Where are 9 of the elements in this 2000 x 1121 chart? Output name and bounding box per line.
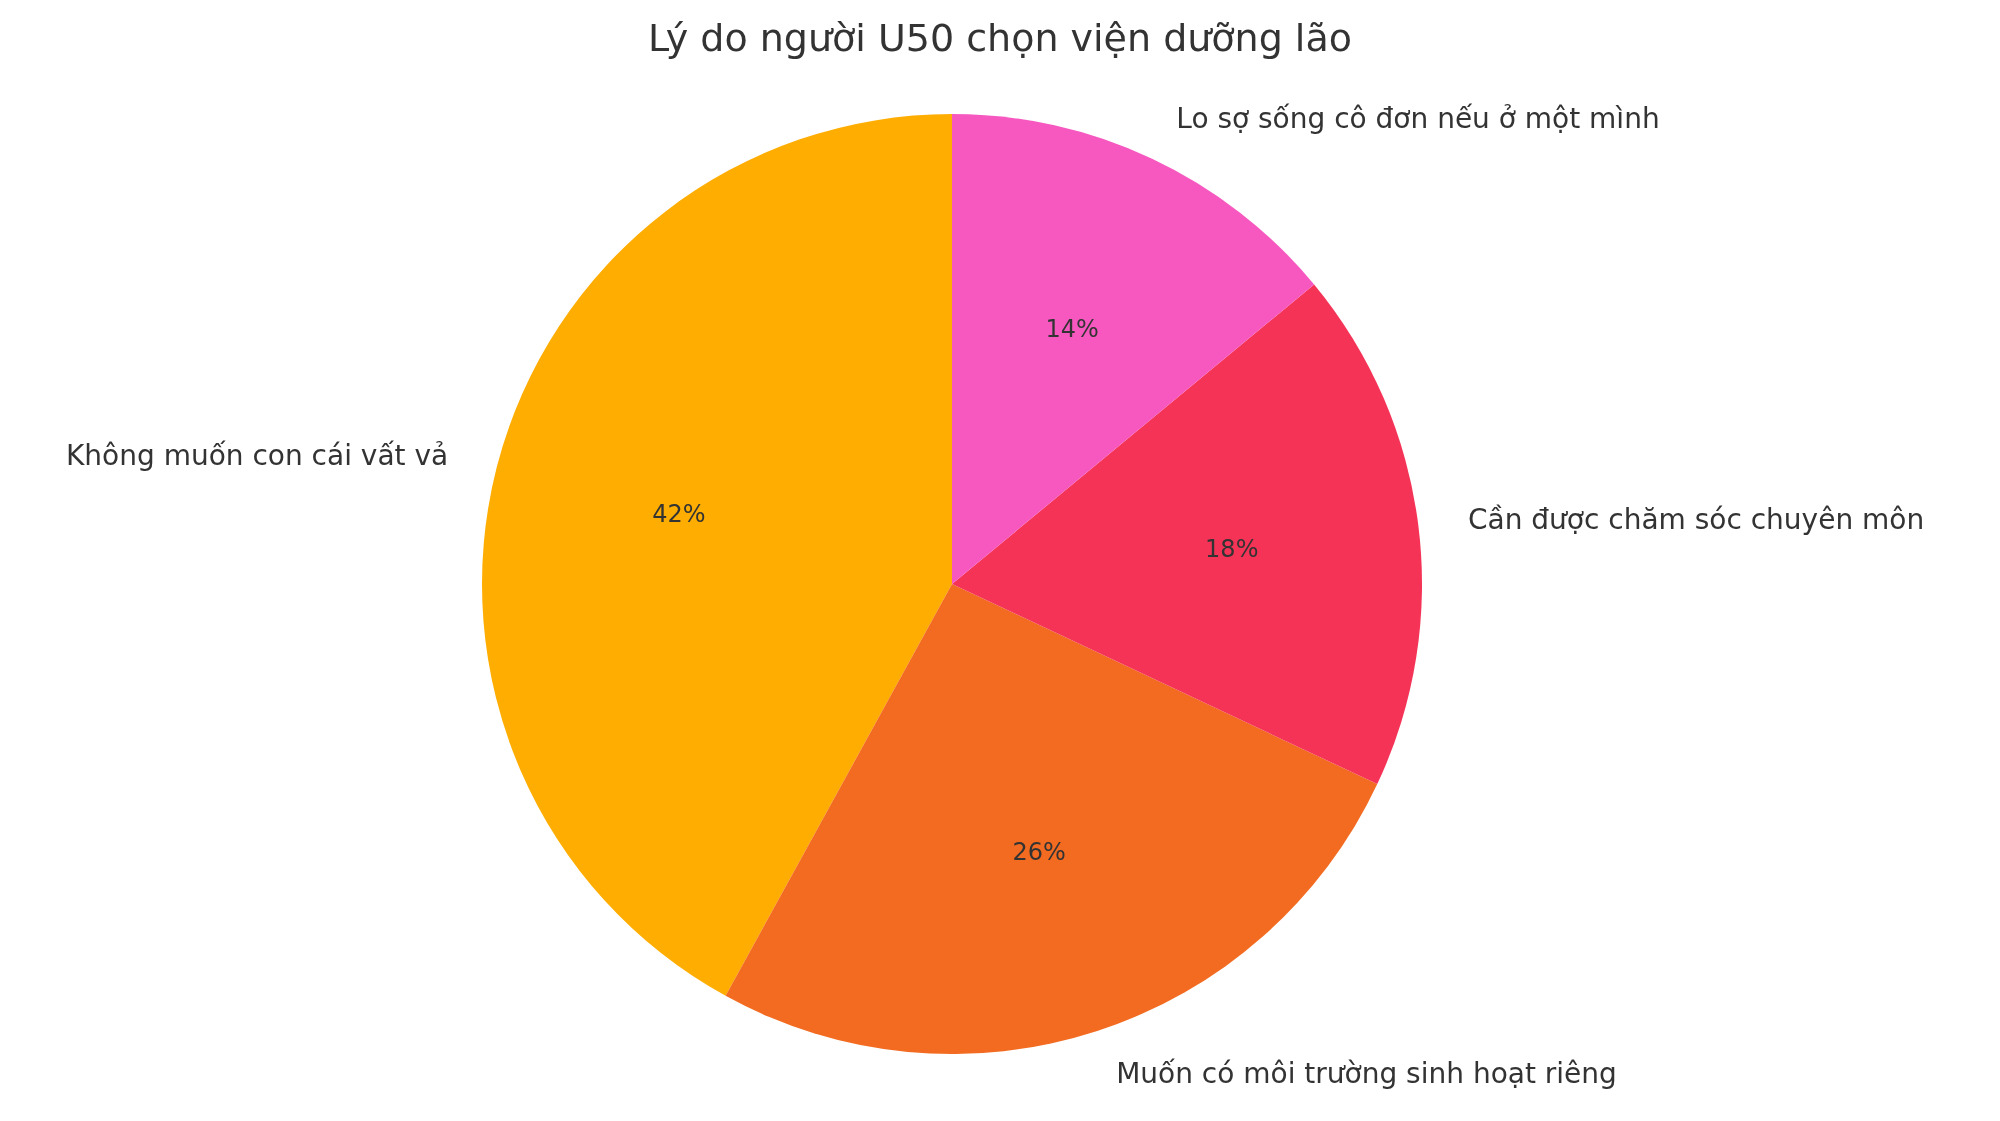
data-label: 18% xyxy=(1205,534,1259,563)
slice-label: Không muốn con cái vất vả xyxy=(65,439,449,473)
data-label: 26% xyxy=(1012,838,1066,867)
data-label: 14% xyxy=(1045,314,1099,343)
slice-label: Lo sợ sống cô đơn nếu ở một mình xyxy=(1176,101,1660,135)
data-label: 42% xyxy=(652,499,706,528)
slice-label: Cần được chăm sóc chuyên môn xyxy=(1467,502,1925,536)
chart-title: Lý do người U50 chọn viện dưỡng lão xyxy=(648,16,1352,60)
slice-label: Muốn có môi trường sinh hoạt riêng xyxy=(1116,1057,1617,1091)
